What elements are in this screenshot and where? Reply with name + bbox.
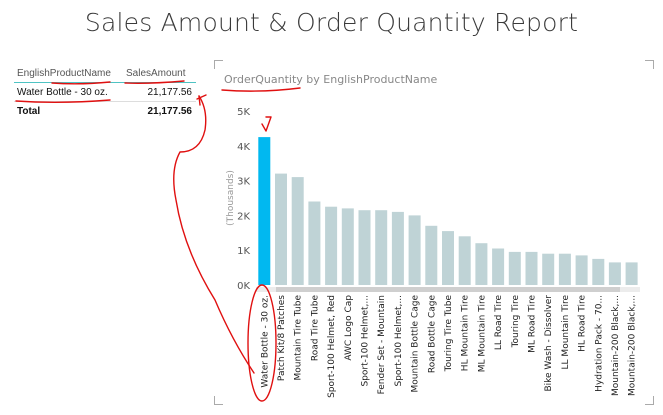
x-tick-label-12: HL Mountain Tire bbox=[461, 295, 471, 372]
y-tick-label: 4K bbox=[237, 142, 250, 153]
y-axis-label: (Thousands) bbox=[226, 170, 236, 226]
bar-14[interactable] bbox=[492, 248, 505, 286]
y-tick-label: 0K bbox=[237, 281, 250, 292]
x-tick-label-20: Hydration Pack - 70... bbox=[594, 295, 604, 392]
x-tick-label-10: Road Bottle Cage bbox=[427, 295, 437, 374]
x-tick-label-3: Road Tire Tube bbox=[310, 295, 320, 362]
x-tick-label-22: Mountain-200 Black,... bbox=[628, 295, 638, 396]
x-tick-label-0: Water Bottle - 30 oz. bbox=[260, 295, 270, 388]
visual-corner-bottom-left bbox=[214, 396, 223, 405]
x-tick-label-18: LL Mountain Tire bbox=[561, 295, 571, 370]
x-tick-label-21: Mountain-200 Black,... bbox=[611, 295, 621, 396]
x-tick-label-5: AWC Logo Cap bbox=[344, 295, 354, 361]
x-tick-label-9: Mountain Bottle Cage bbox=[411, 295, 421, 393]
bar-3[interactable] bbox=[308, 201, 321, 286]
y-tick-label: 2K bbox=[237, 211, 250, 222]
x-tick-label-11: Touring Tire Tube bbox=[444, 295, 454, 373]
bar-0[interactable] bbox=[258, 137, 271, 285]
bar-2[interactable] bbox=[291, 177, 304, 285]
sales-table[interactable]: EnglishProductName SalesAmount Water Bot… bbox=[14, 66, 196, 120]
bar-19[interactable] bbox=[575, 255, 588, 285]
x-tick-label-19: HL Road Tire bbox=[578, 295, 588, 352]
bar-15[interactable] bbox=[508, 251, 521, 285]
total-amount: 21,177.56 bbox=[147, 106, 193, 117]
visual-corner-top-right bbox=[645, 60, 654, 69]
x-tick-label-8: Sport-100 Helmet,... bbox=[394, 295, 404, 387]
y-tick-label: 1K bbox=[237, 246, 250, 257]
bar-6[interactable] bbox=[358, 210, 371, 285]
bar-1[interactable] bbox=[275, 173, 287, 285]
cell-sales-amount: 21,177.56 bbox=[147, 87, 193, 98]
x-tick-label-16: ML Road Tire bbox=[528, 295, 538, 353]
bar-17[interactable] bbox=[542, 253, 555, 285]
y-tick-label: 3K bbox=[237, 177, 250, 188]
bar-20[interactable] bbox=[592, 258, 605, 285]
x-tick-label-14: LL Road Tire bbox=[494, 295, 504, 351]
table-total-row: Total 21,177.56 bbox=[14, 102, 196, 120]
bar-7[interactable] bbox=[375, 210, 388, 285]
scrollbar-thumb[interactable] bbox=[276, 287, 620, 292]
report-title: Sales Amount & Order Quantity Report bbox=[84, 8, 579, 37]
bar-21[interactable] bbox=[608, 262, 621, 285]
bar-10[interactable] bbox=[425, 225, 438, 285]
visual-corner-top-left bbox=[214, 60, 223, 69]
bar-4[interactable] bbox=[325, 206, 338, 285]
bar-11[interactable] bbox=[442, 231, 454, 285]
column-header-sales[interactable]: SalesAmount bbox=[126, 68, 186, 79]
bar-13[interactable] bbox=[475, 243, 488, 285]
arrow-head bbox=[196, 94, 207, 106]
bar-12[interactable] bbox=[458, 236, 471, 285]
y-tick-label: 5K bbox=[237, 107, 250, 118]
bar-5[interactable] bbox=[341, 208, 354, 285]
bar-9[interactable] bbox=[408, 215, 421, 285]
chart-plot[interactable]: 0K 1K 2K 3K 4K 5K (Thousands) Water Bottle - 30… bbox=[214, 60, 654, 405]
x-tick-label-17: Bike Wash - Dissolver bbox=[544, 295, 554, 392]
x-tick-label-7: Fender Set - Mountain bbox=[377, 295, 387, 394]
table-row[interactable]: Water Bottle - 30 oz. 21,177.56 bbox=[14, 83, 196, 102]
x-tick-label-2: Mountain Tire Tube bbox=[294, 295, 304, 381]
column-header-product[interactable]: EnglishProductName bbox=[17, 68, 111, 79]
table-header-row: EnglishProductName SalesAmount bbox=[14, 66, 196, 83]
x-tick-label-1: Patch Kit/8 Patches bbox=[277, 295, 287, 381]
order-quantity-chart[interactable]: OrderQuantity by EnglishProductName 0K 1K… bbox=[214, 60, 654, 405]
bar-18[interactable] bbox=[558, 253, 571, 285]
visual-corner-bottom-right bbox=[645, 396, 654, 405]
bar-16[interactable] bbox=[525, 251, 538, 285]
total-label: Total bbox=[17, 106, 41, 117]
bar-22[interactable] bbox=[625, 262, 638, 285]
x-tick-label-13: ML Mountain Tire bbox=[477, 295, 487, 373]
chart-title: OrderQuantity by EnglishProductName bbox=[224, 73, 437, 86]
x-tick-label-6: Sport-100 Helmet,... bbox=[361, 295, 371, 387]
x-tick-label-4: Sport-100 Helmet, Red bbox=[327, 295, 337, 398]
bar-8[interactable] bbox=[391, 211, 404, 285]
x-tick-label-15: Touring Tire bbox=[511, 295, 521, 349]
chart-title-measure: OrderQuantity bbox=[224, 73, 303, 86]
cell-product-name: Water Bottle - 30 oz. bbox=[17, 87, 108, 98]
chart-title-rest: by EnglishProductName bbox=[302, 73, 438, 86]
